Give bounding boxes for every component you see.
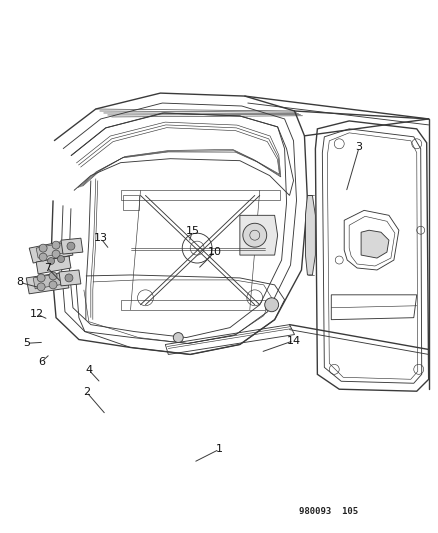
Text: 3: 3 (355, 142, 362, 152)
Circle shape (52, 250, 60, 258)
Circle shape (47, 257, 54, 264)
Text: 4: 4 (85, 365, 92, 375)
Circle shape (242, 223, 266, 247)
Circle shape (52, 241, 60, 249)
Circle shape (49, 281, 57, 289)
Text: 14: 14 (286, 336, 300, 345)
Text: 12: 12 (30, 309, 44, 319)
Circle shape (39, 253, 47, 261)
Polygon shape (26, 272, 69, 294)
Circle shape (264, 298, 278, 312)
Circle shape (49, 272, 57, 280)
Circle shape (173, 333, 183, 343)
Polygon shape (33, 273, 65, 289)
Text: 8: 8 (16, 277, 23, 287)
Circle shape (37, 283, 45, 291)
Text: 980093  105: 980093 105 (298, 507, 357, 516)
Circle shape (57, 255, 64, 263)
Polygon shape (29, 240, 73, 263)
Circle shape (65, 274, 73, 282)
Text: 1: 1 (215, 444, 223, 454)
Polygon shape (305, 196, 314, 275)
Text: 13: 13 (94, 233, 108, 244)
Polygon shape (239, 215, 277, 255)
Circle shape (39, 244, 47, 252)
Polygon shape (360, 230, 388, 258)
Text: 2: 2 (83, 387, 90, 397)
Polygon shape (61, 238, 83, 254)
Polygon shape (59, 270, 81, 286)
Circle shape (37, 274, 45, 282)
Text: 10: 10 (208, 247, 222, 257)
Polygon shape (36, 256, 71, 274)
Circle shape (67, 242, 75, 250)
Text: 6: 6 (38, 357, 45, 367)
Text: 7: 7 (43, 263, 51, 272)
Text: 5: 5 (23, 338, 30, 348)
Polygon shape (36, 242, 68, 258)
Text: 15: 15 (185, 226, 199, 236)
